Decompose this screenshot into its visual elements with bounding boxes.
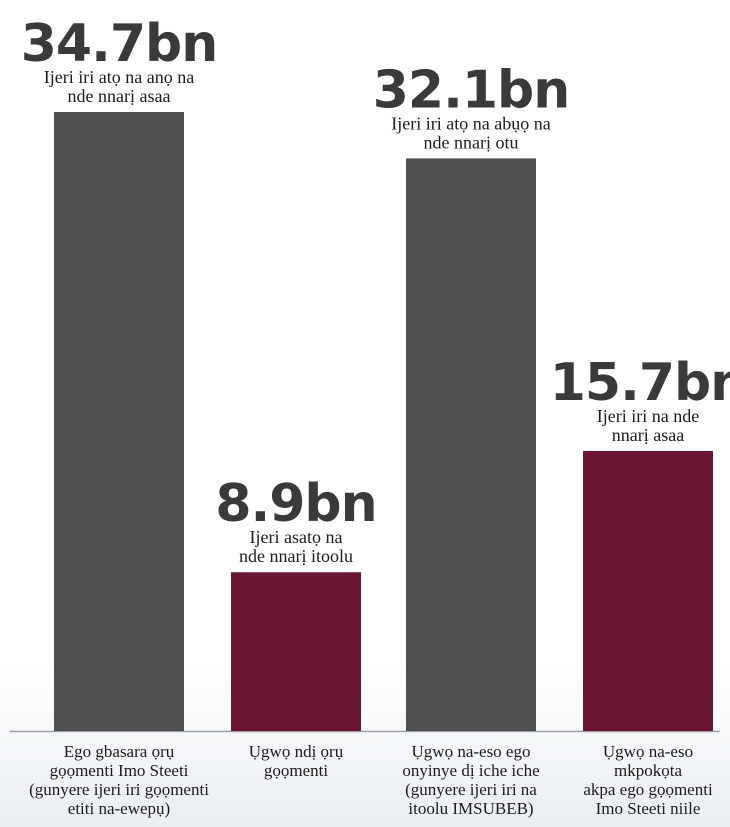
value-note-3-line-2: nde nnarị otu (424, 132, 519, 152)
category-label-4-line-4: Imo Steeti niile (596, 799, 701, 818)
value-note-1-line-1: Ijeri iri atọ na anọ na (44, 67, 194, 87)
value-note-1-line-2: nde nnarị asaa (68, 86, 171, 106)
category-label-1-line-3: (gunyere ijeri iri gọọmenti (29, 780, 209, 799)
category-label-4-line-1: Ụgwọ na-eso (603, 742, 693, 761)
value-note-4-line-1: Ijeri iri na nde (597, 406, 699, 426)
bar-1 (54, 112, 184, 731)
bar-4 (583, 450, 713, 731)
category-label-3-line-1: Ụgwọ na-eso ego (412, 742, 531, 761)
category-label-1-line-2: gọọmenti Imo Steeti (50, 761, 189, 780)
category-label-2-line-2: gọọmenti (264, 761, 328, 780)
category-label-1-line-1: Ego gbasara ọrụ (64, 742, 175, 761)
category-label-3-line-2: onyinye dị iche iche (402, 761, 539, 780)
value-note-4-line-2: nnarị asaa (612, 425, 684, 445)
value-label-1: 34.7bn (21, 14, 218, 74)
value-label-2: 8.9bn (215, 474, 376, 534)
value-note-3-line-1: Ijeri iri atọ na abụọ na (391, 113, 550, 133)
category-label-2-line-1: Ụgwọ ndị ọrụ (249, 742, 344, 761)
value-note-2-line-1: Ijeri asatọ na (250, 527, 343, 547)
category-label-3-line-4: itoolu IMSUBEB) (408, 799, 533, 818)
category-label-1-line-4: etiti na-ewepụ) (68, 799, 170, 818)
value-label-4: 15.7bn (550, 353, 730, 413)
bar-3 (406, 158, 536, 732)
value-note-2-line-2: nde nnarị itoolu (239, 546, 353, 566)
value-label-3: 32.1bn (373, 60, 570, 120)
category-label-4-line-2: mkpokọta (614, 761, 682, 780)
category-label-3-line-3: (gunyere ijeri iri na (405, 780, 537, 799)
category-label-4-line-3: akpa ego gọọmenti (583, 780, 713, 799)
bar-2 (231, 572, 361, 731)
